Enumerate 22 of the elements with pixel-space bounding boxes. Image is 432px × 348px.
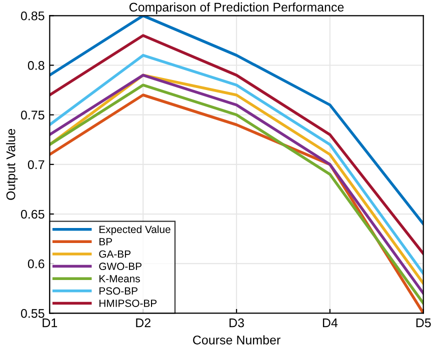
x-tick-label: D1 <box>42 318 58 328</box>
legend-label: BP <box>99 238 112 246</box>
x-axis-title: Course Number <box>193 335 280 344</box>
y-tick-label: 0.75 <box>20 110 44 120</box>
x-tick-label: D3 <box>230 318 244 328</box>
y-tick-label: 0.85 <box>20 11 44 20</box>
x-tick-label: D2 <box>136 318 150 328</box>
x-tick-label: D5 <box>416 318 431 328</box>
legend-label: PSO-BP <box>99 287 138 295</box>
y-tick-label: 0.65 <box>20 210 44 219</box>
y-axis-title: Output Value <box>6 128 18 200</box>
legend-label: K-Means <box>99 275 140 282</box>
x-tick-label: D4 <box>322 318 338 328</box>
y-tick-label: 0.6 <box>28 259 44 268</box>
chart-title: Comparison of Prediction Performance <box>129 2 344 14</box>
legend-label: Expected Value <box>99 225 170 236</box>
y-tick-label: 0.7 <box>28 160 44 170</box>
legend-label: GWO-BP <box>99 262 142 270</box>
legend-label: GA-BP <box>99 250 131 258</box>
y-tick-label: 0.8 <box>28 61 44 70</box>
y-tick-label: 0.55 <box>20 309 44 318</box>
legend-label: HMIPSO-BP <box>99 300 157 307</box>
